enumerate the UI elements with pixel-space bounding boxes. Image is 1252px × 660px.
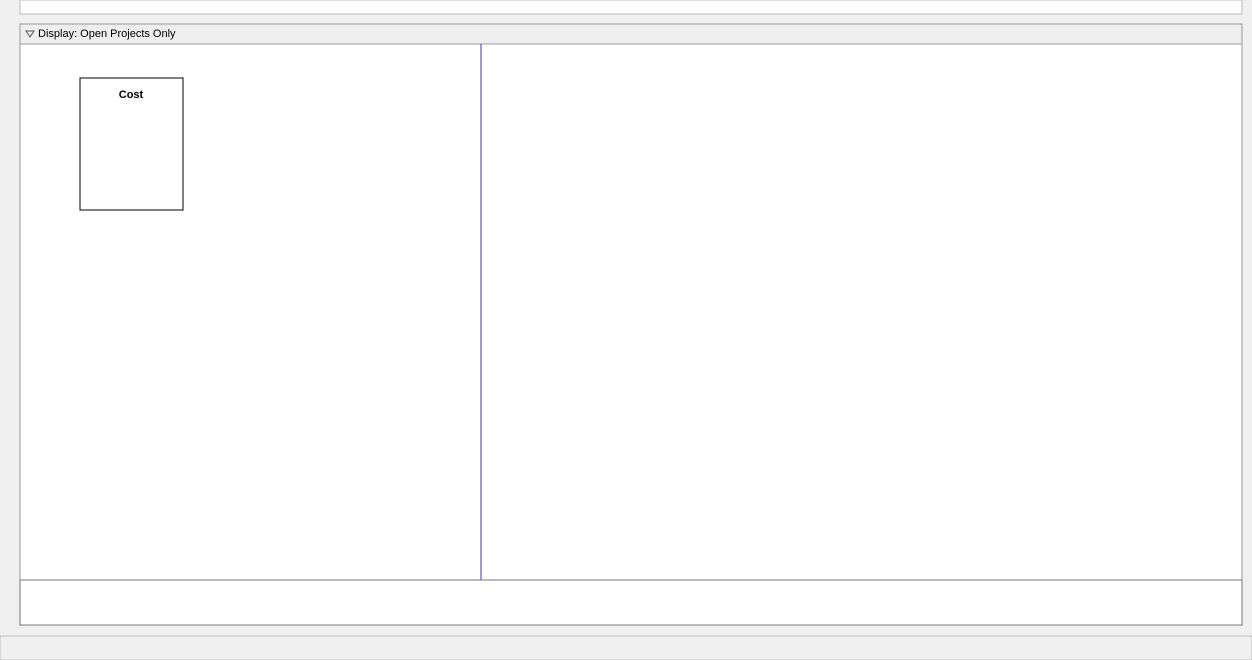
collapse-icon[interactable] <box>25 30 35 38</box>
plot-area <box>19 43 1243 581</box>
status-bar <box>0 635 1252 660</box>
display-label: Display: Open Projects Only <box>38 28 176 40</box>
timescale <box>19 579 1243 626</box>
display-bar[interactable] <box>19 23 1243 45</box>
legend-box <box>79 77 184 211</box>
scrollbar[interactable] <box>19 0 1243 15</box>
legend-title: Cost <box>119 89 144 101</box>
